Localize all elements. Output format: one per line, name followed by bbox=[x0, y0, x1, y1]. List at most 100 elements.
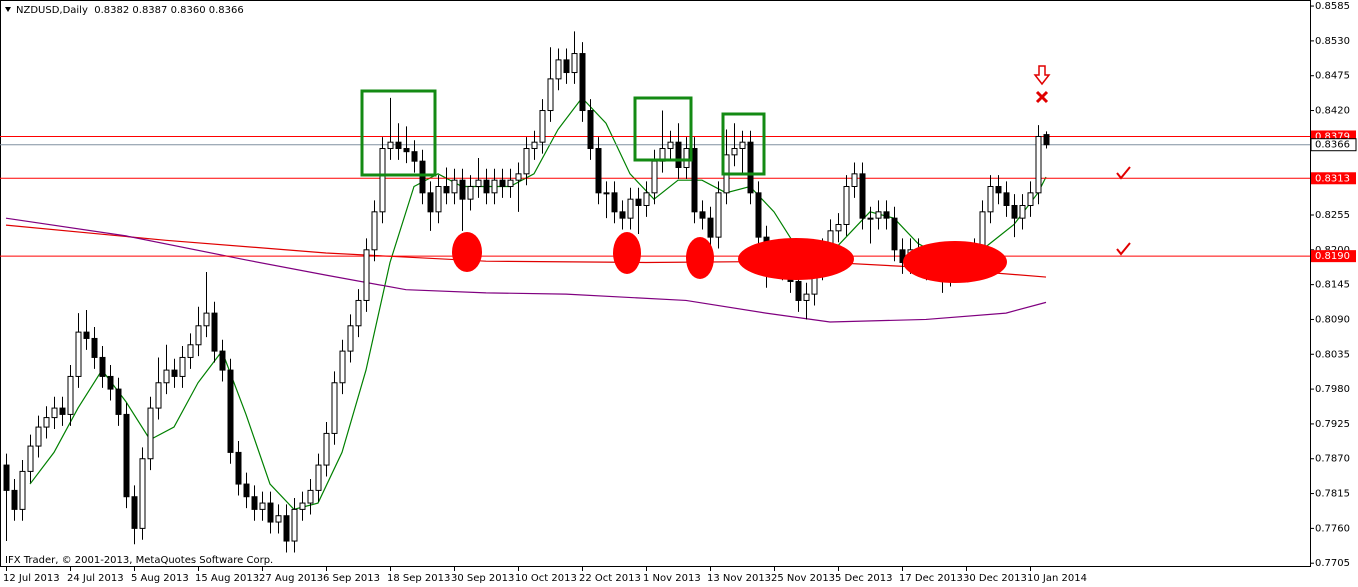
candle-body bbox=[307, 489, 314, 504]
candle-body bbox=[587, 110, 594, 150]
highlight-ellipse bbox=[613, 232, 641, 274]
x-tick-label: 15 Aug 2013 bbox=[195, 573, 259, 584]
candle-body bbox=[59, 407, 66, 415]
candle-body bbox=[651, 160, 658, 194]
candle-body bbox=[235, 451, 242, 485]
level-label: 0.8190 bbox=[1315, 251, 1350, 262]
candle-body bbox=[1019, 204, 1026, 219]
candle-body bbox=[291, 508, 298, 542]
candle-body bbox=[635, 198, 642, 206]
candle-body bbox=[451, 179, 458, 194]
level-label-box bbox=[1311, 250, 1356, 263]
candle-body bbox=[403, 148, 410, 153]
candle-body bbox=[707, 217, 714, 238]
y-tick-label: 0.7760 bbox=[1315, 523, 1350, 534]
candle-body bbox=[35, 426, 42, 447]
y-tick-label: 0.7870 bbox=[1315, 454, 1350, 465]
candle-body bbox=[227, 369, 234, 453]
x-tick-label: 6 Sep 2013 bbox=[323, 573, 380, 584]
candle-body bbox=[91, 337, 98, 358]
y-tick-label: 0.7815 bbox=[1315, 489, 1350, 500]
candle-body bbox=[675, 141, 682, 169]
candle-body bbox=[603, 192, 610, 195]
candle-body bbox=[363, 249, 370, 301]
x-tick-label: 27 Aug 2013 bbox=[259, 573, 323, 584]
candle-body bbox=[171, 369, 178, 377]
y-tick-label: 0.8530 bbox=[1315, 36, 1350, 47]
candle-body bbox=[99, 356, 106, 377]
check-mark bbox=[1116, 242, 1131, 256]
x-tick-label: 22 Oct 2013 bbox=[579, 573, 641, 584]
candle-body bbox=[147, 407, 154, 460]
candle-body bbox=[555, 59, 562, 80]
y-tick-label: 0.8145 bbox=[1315, 280, 1350, 291]
candle-body bbox=[203, 312, 210, 327]
candle-body bbox=[3, 464, 10, 491]
candle-body bbox=[1011, 204, 1018, 219]
highlight-box bbox=[360, 89, 437, 177]
candle-body bbox=[419, 160, 426, 194]
annotations bbox=[360, 65, 1131, 283]
candle-body bbox=[123, 413, 130, 498]
candle-body bbox=[251, 496, 258, 510]
highlight-ellipse bbox=[452, 232, 482, 272]
y-tick-label: 0.8420 bbox=[1315, 106, 1350, 117]
y-tick-label: 0.7705 bbox=[1315, 558, 1350, 569]
highlight-ellipse bbox=[686, 237, 714, 279]
candle-body bbox=[475, 179, 482, 188]
candle-body bbox=[755, 192, 762, 238]
candle-body bbox=[875, 211, 882, 219]
candle-body bbox=[355, 299, 362, 327]
candle-body bbox=[107, 375, 114, 390]
y-tick-label: 0.8585 bbox=[1315, 1, 1350, 12]
x-tick-label: 18 Sep 2013 bbox=[387, 573, 450, 584]
candle-body bbox=[243, 483, 250, 498]
last-price-label: 0.8366 bbox=[1315, 140, 1350, 151]
candle-body bbox=[131, 496, 138, 529]
x-tick-label: 17 Dec 2013 bbox=[899, 573, 963, 584]
candle-body bbox=[75, 331, 82, 377]
candle-body bbox=[323, 432, 330, 466]
moving-average bbox=[5, 217, 1047, 323]
candle-body bbox=[1027, 192, 1034, 206]
candle-body bbox=[443, 186, 450, 194]
candle-body bbox=[491, 179, 498, 194]
candle-body bbox=[867, 217, 874, 220]
x-tick-label: 13 Nov 2013 bbox=[707, 573, 771, 584]
candle-body bbox=[851, 173, 858, 188]
candle-body bbox=[531, 141, 538, 150]
y-tick-label: 0.8475 bbox=[1315, 71, 1350, 82]
candle-body bbox=[803, 293, 810, 301]
highlight-box bbox=[721, 112, 766, 176]
candle-body bbox=[115, 388, 122, 415]
x-tick-label: 24 Jul 2013 bbox=[67, 573, 124, 584]
candle-body bbox=[299, 502, 306, 510]
candle-body bbox=[395, 141, 402, 150]
x-tick-label: 30 Sep 2013 bbox=[451, 573, 514, 584]
candle-body bbox=[499, 179, 506, 188]
candle-body bbox=[683, 148, 690, 169]
candle-body bbox=[347, 325, 354, 352]
plot-frame bbox=[0, 0, 1311, 567]
x-tick-label: 10 Jan 2014 bbox=[1027, 573, 1087, 584]
candle-body bbox=[691, 148, 698, 213]
candle-body bbox=[643, 192, 650, 206]
candle-body bbox=[379, 148, 386, 213]
candle-body bbox=[315, 464, 322, 491]
y-tick-label: 0.7925 bbox=[1315, 419, 1350, 430]
candle-body bbox=[51, 407, 58, 419]
candle-body bbox=[427, 192, 434, 213]
candle-body bbox=[459, 179, 466, 200]
candle-body bbox=[731, 148, 738, 156]
candle-body bbox=[1003, 192, 1010, 206]
candle-body bbox=[411, 151, 418, 162]
candle-body bbox=[699, 211, 706, 219]
level-label-box bbox=[1311, 172, 1356, 185]
candle-body bbox=[571, 53, 578, 74]
x-tick-label: 30 Dec 2013 bbox=[963, 573, 1027, 584]
level-label: 0.8313 bbox=[1315, 173, 1350, 184]
candle-body bbox=[619, 211, 626, 219]
candle-body bbox=[43, 417, 50, 428]
